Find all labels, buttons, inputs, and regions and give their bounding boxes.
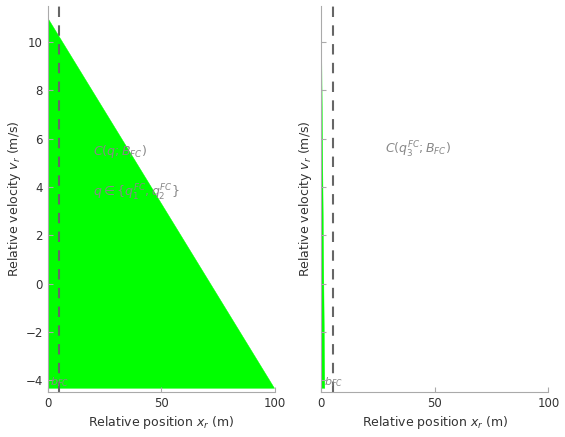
Text: $q \in \{q_1^{FC}, q_2^{FC}\}$: $q \in \{q_1^{FC}, q_2^{FC}\}$: [93, 183, 180, 203]
Y-axis label: Relative velocity $v_r$ (m/s): Relative velocity $v_r$ (m/s): [297, 121, 314, 277]
X-axis label: Relative position $x_r$ (m): Relative position $x_r$ (m): [88, 414, 234, 431]
Text: $C(q; B_{FC})$: $C(q; B_{FC})$: [93, 143, 147, 160]
Polygon shape: [321, 17, 325, 388]
Text: $C(q_3^{FC}; B_{FC})$: $C(q_3^{FC}; B_{FC})$: [385, 140, 451, 160]
X-axis label: Relative position $x_r$ (m): Relative position $x_r$ (m): [362, 414, 508, 431]
Text: $b_{FC}$: $b_{FC}$: [324, 375, 343, 389]
Polygon shape: [47, 17, 275, 388]
Text: $b_{FC}$: $b_{FC}$: [50, 375, 69, 389]
Y-axis label: Relative velocity $v_r$ (m/s): Relative velocity $v_r$ (m/s): [6, 121, 23, 277]
